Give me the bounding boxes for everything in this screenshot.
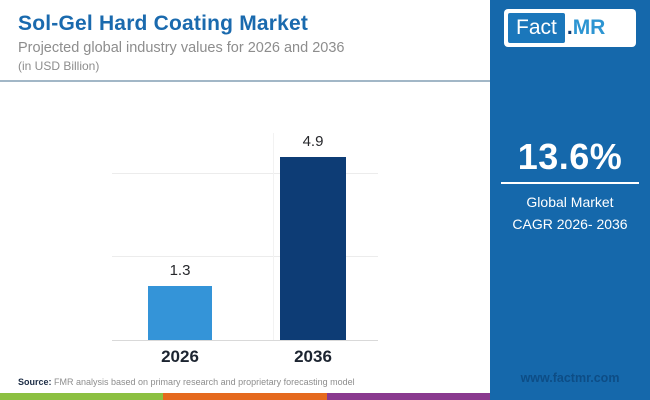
unit-note: (in USD Billion) [18,59,100,73]
strip-purple [326,393,490,400]
header-divider [0,80,490,82]
bar-chart: 1.3 4.9 [112,133,378,341]
page-subtitle: Projected global industry values for 202… [18,40,345,56]
cagr-caption: Global Market CAGR 2026- 2036 [490,191,650,235]
bar-group-2026: 1.3 [148,133,212,340]
bar-value-2036: 4.9 [302,133,324,150]
cagr-divider [501,182,639,184]
source-note: Source: FMR analysis based on primary re… [18,377,355,387]
logo-mr: MR [572,16,606,39]
strip-orange [163,393,327,400]
gridline [273,133,274,340]
gridline [112,173,378,175]
cagr-value: 13.6% [517,136,623,177]
x-axis-label-2036: 2036 [294,347,332,366]
x-axis-label-2026: 2026 [161,347,199,366]
logo-dot: . [566,16,573,39]
bar-value-2026: 1.3 [169,262,191,280]
website-link[interactable]: www.factmr.com [520,371,620,385]
brand-color-strip [0,393,490,400]
bar-group-2036: 4.9 [280,133,346,340]
sidebar: Fact . MR 13.6% Global Market CAGR 2026-… [490,0,650,400]
source-text: FMR analysis based on primary research a… [51,377,355,387]
bar-2026 [148,286,212,340]
logo-fact-text: Fact [508,13,565,43]
bar-2036 [280,157,346,340]
factmr-logo[interactable]: Fact . MR [504,9,636,47]
cagr-caption-line2: CAGR 2026- 2036 [512,216,628,232]
logo-mr-text: . MR [565,13,606,43]
page-title: Sol-Gel Hard Coating Market [18,12,309,35]
strip-green [0,393,164,400]
source-label: Source: [18,377,52,387]
gridline [112,256,378,258]
chart-panel: Sol-Gel Hard Coating Market Projected gl… [0,12,490,400]
cagr-caption-line1: Global Market [526,194,614,210]
